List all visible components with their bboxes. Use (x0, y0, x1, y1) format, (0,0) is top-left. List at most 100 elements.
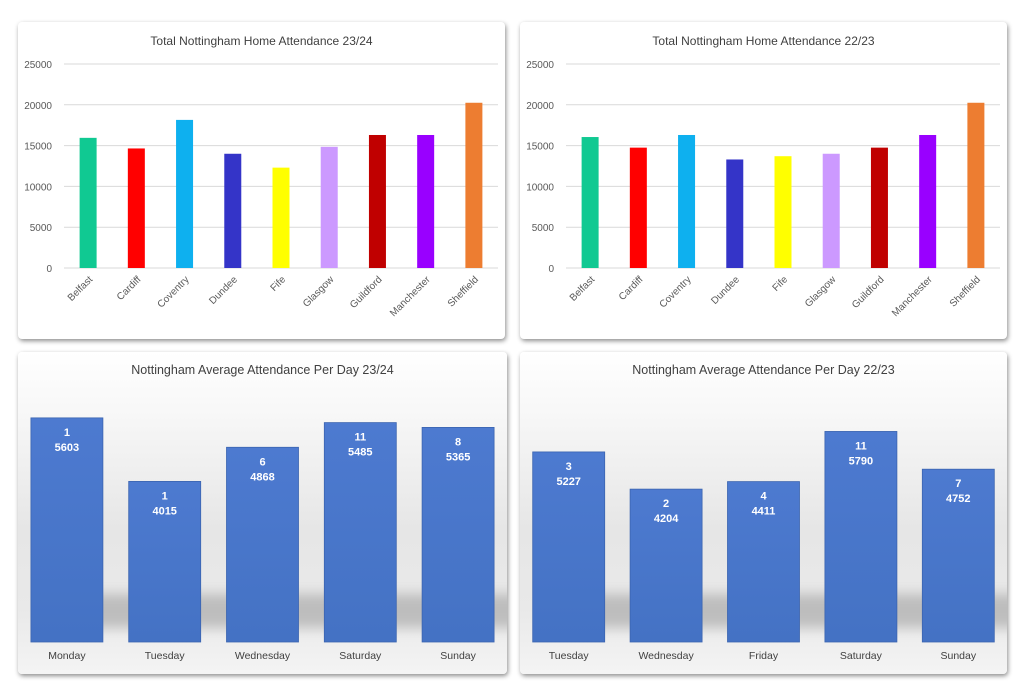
x-tick-label: Glasgow (803, 274, 839, 310)
bar (921, 468, 995, 643)
x-tick-label: Manchester (388, 274, 433, 319)
x-tick-label: Coventry (658, 274, 694, 310)
data-label-count: 1 (162, 490, 168, 502)
bar (79, 137, 97, 268)
bar (224, 153, 242, 268)
data-label-value: 4752 (946, 493, 970, 505)
x-tick-label: Cardiff (617, 274, 646, 303)
bar (726, 159, 744, 268)
x-tick-label: Tuesday (145, 650, 186, 662)
bar (774, 156, 792, 268)
x-tick-label: Friday (749, 650, 779, 662)
bar (272, 167, 290, 268)
data-label-value: 5485 (348, 447, 372, 459)
data-label-count: 11 (354, 432, 366, 444)
x-tick-label: Coventry (156, 274, 192, 310)
x-tick-label: Saturday (840, 650, 883, 662)
bar (30, 417, 104, 643)
x-tick-label: Sheffield (948, 274, 983, 309)
y-tick-label: 15000 (24, 142, 52, 153)
y-tick-label: 0 (46, 264, 52, 275)
y-tick-label: 10000 (24, 182, 52, 193)
data-label-value: 4411 (752, 506, 776, 518)
x-tick-label: Sheffield (446, 274, 481, 309)
bar (678, 134, 696, 268)
bar-chart-svg: 3 5227 Tuesday 2 4204 Wednesday 4 4411 Friday 11 5… (532, 431, 1007, 662)
data-label-count: 3 (566, 461, 572, 473)
y-tick-label: 5000 (532, 223, 555, 234)
x-tick-label: Cardiff (115, 274, 144, 303)
bar (581, 137, 599, 268)
data-label-count: 8 (455, 436, 461, 448)
chart-panel-home-attendance-2223: Total Nottingham Home Attendance 22/23 0… (520, 22, 1007, 339)
bar (417, 134, 435, 268)
data-label-count: 2 (663, 498, 669, 510)
x-tick-label: Guildford (850, 274, 886, 310)
x-tick-label: Wednesday (235, 650, 291, 662)
x-tick-label: Dundee (709, 274, 742, 307)
x-tick-label: Fife (269, 274, 289, 294)
x-tick-label: Guildford (348, 274, 384, 310)
chart-title: Nottingham Average Attendance Per Day 22… (632, 363, 895, 377)
data-label-value: 4015 (152, 505, 176, 517)
data-label-value: 4204 (654, 513, 679, 525)
bar (629, 488, 703, 643)
bar (822, 153, 840, 268)
bar (824, 431, 898, 643)
y-tick-label: 5000 (30, 223, 53, 234)
chart-panel-avg-per-day-2223: Nottingham Average Attendance Per Day 22… (520, 352, 1007, 674)
y-tick-label: 20000 (24, 101, 52, 112)
bar (127, 148, 145, 268)
bar (532, 451, 606, 643)
x-tick-label: Saturday (339, 650, 382, 662)
x-tick-label: Sunday (940, 650, 976, 662)
data-label-count: 6 (259, 456, 265, 468)
chart-title: Total Nottingham Home Attendance 23/24 (150, 34, 373, 48)
x-tick-label: Manchester (890, 274, 935, 319)
bar (368, 134, 386, 268)
chart-panel-avg-per-day-2324: Nottingham Average Attendance Per Day 23… (18, 352, 507, 674)
x-tick-label: Sunday (440, 650, 476, 662)
y-tick-label: 25000 (526, 60, 554, 71)
data-label-value: 4868 (250, 471, 274, 483)
bar-chart-svg: 0 5000 10000 15000 20000 25000 Belfast Cardiff C… (526, 60, 1000, 319)
bar (128, 480, 202, 643)
x-tick-label: Wednesday (638, 650, 694, 662)
bar (629, 147, 647, 268)
data-label-count: 4 (760, 491, 767, 503)
bar (226, 446, 299, 643)
bar (727, 481, 800, 643)
x-tick-label: Belfast (66, 274, 96, 304)
data-label-value: 5227 (556, 476, 580, 488)
bar (870, 147, 888, 268)
bar (919, 134, 937, 268)
x-tick-label: Fife (771, 274, 791, 294)
data-label-count: 11 (855, 440, 867, 452)
y-tick-label: 0 (548, 264, 554, 275)
bar (465, 102, 483, 268)
y-tick-label: 25000 (24, 60, 52, 71)
chart-panel-home-attendance-2324: Total Nottingham Home Attendance 23/24 0… (18, 22, 505, 339)
bar (967, 102, 985, 268)
x-tick-label: Dundee (207, 274, 240, 307)
data-label-value: 5790 (849, 455, 873, 467)
data-label-count: 1 (64, 427, 70, 439)
data-label-count: 7 (955, 478, 961, 490)
chart-title: Nottingham Average Attendance Per Day 23… (131, 363, 394, 377)
x-tick-label: Monday (48, 650, 86, 662)
y-tick-label: 20000 (526, 101, 554, 112)
x-tick-label: Tuesday (549, 650, 590, 662)
data-label-value: 5603 (55, 442, 79, 454)
y-tick-label: 10000 (526, 182, 554, 193)
bar-chart-svg: 0 5000 10000 15000 20000 25000 Belfast Cardiff C… (24, 60, 498, 319)
x-tick-label: Glasgow (301, 274, 337, 310)
bar (176, 119, 194, 269)
bar-chart-svg: 1 5603 Monday 1 4015 Tuesday 6 4868 Wednesday 11 5… (30, 417, 507, 662)
bar (323, 422, 397, 643)
data-label-value: 5365 (446, 451, 470, 463)
x-tick-label: Belfast (568, 274, 598, 304)
bar (320, 146, 338, 268)
bar (421, 427, 495, 643)
y-tick-label: 15000 (526, 142, 554, 153)
chart-title: Total Nottingham Home Attendance 22/23 (652, 34, 875, 48)
